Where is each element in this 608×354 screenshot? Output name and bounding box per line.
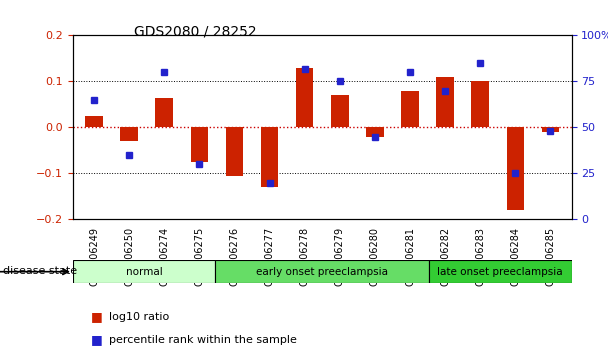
Text: GDS2080 / 28252: GDS2080 / 28252	[134, 25, 257, 39]
Bar	[542, 127, 559, 132]
Text: ■: ■	[91, 333, 103, 346]
FancyBboxPatch shape	[215, 260, 429, 283]
Bar	[156, 97, 173, 127]
Bar	[437, 77, 454, 127]
Text: percentile rank within the sample: percentile rank within the sample	[109, 335, 297, 345]
Bar	[401, 91, 419, 127]
Text: ■: ■	[91, 310, 103, 323]
Bar	[261, 127, 278, 187]
Bar	[471, 81, 489, 127]
Bar	[331, 95, 348, 127]
Bar	[190, 127, 208, 162]
Bar	[366, 127, 384, 137]
Text: normal: normal	[126, 267, 162, 277]
Text: disease state: disease state	[3, 266, 77, 276]
Bar	[226, 127, 243, 176]
Bar	[506, 127, 524, 210]
Text: early onset preeclampsia: early onset preeclampsia	[256, 267, 389, 277]
FancyBboxPatch shape	[429, 260, 572, 283]
Bar	[296, 68, 314, 127]
Text: late onset preeclampsia: late onset preeclampsia	[438, 267, 563, 277]
Bar	[120, 127, 138, 141]
Bar	[85, 116, 103, 127]
FancyBboxPatch shape	[73, 260, 215, 283]
Text: log10 ratio: log10 ratio	[109, 312, 170, 322]
